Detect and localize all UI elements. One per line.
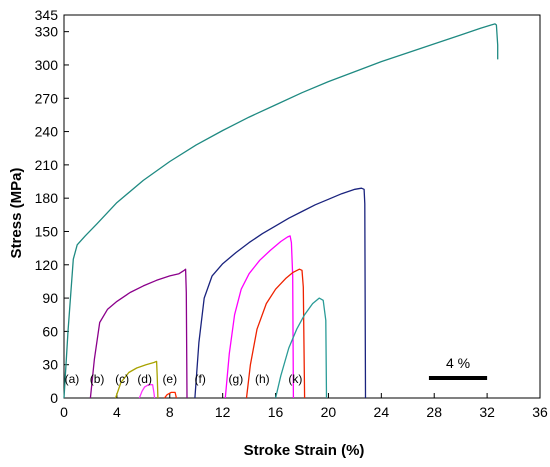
scale-bar-label: 4 % (446, 355, 470, 371)
series-line-d (138, 384, 156, 399)
y-tick-label: 120 (35, 257, 59, 273)
x-axis-title: Stroke Strain (%) (244, 442, 365, 459)
series-line-b (89, 268, 188, 399)
y-tick-label: 300 (35, 57, 59, 73)
y-tick-label: 150 (35, 223, 59, 239)
curve-label-f: (f) (195, 372, 206, 386)
curve-label-d: (d) (137, 372, 152, 386)
y-tick-label: 180 (35, 190, 59, 206)
x-tick-label: 12 (215, 404, 231, 420)
y-tick-label: 210 (35, 157, 59, 173)
y-tick-label: 30 (42, 357, 58, 373)
series-line-h (224, 235, 295, 399)
series-line-j (194, 187, 367, 399)
scale-bar-layer: 4 % (428, 355, 488, 381)
curve-label-h: (h) (255, 372, 270, 386)
x-tick-label: 36 (532, 404, 548, 420)
curve-label-e: (e) (162, 372, 177, 386)
y-tick-label: 60 (42, 323, 58, 339)
x-tick-label: 28 (426, 404, 442, 420)
plot-frame (63, 14, 541, 399)
series-line-k (63, 23, 499, 399)
curve-label-k: (k) (288, 372, 302, 386)
x-tick-label: 8 (166, 404, 174, 420)
curve-labels-layer: (a) (b) (c) (d) (e) (f) (g) (h) (k) (65, 372, 303, 386)
plot-area (63, 14, 541, 399)
curve-label-c: (c) (115, 372, 129, 386)
y-tick-label: 0 (50, 390, 58, 406)
x-tick-label: 32 (479, 404, 495, 420)
x-tick-label: 0 (60, 404, 68, 420)
y-tick-label: 240 (35, 124, 59, 140)
x-tick-label: 20 (321, 404, 337, 420)
x-axis-ticks: 0 4 8 12 16 20 24 28 32 36 (60, 393, 548, 420)
y-tick-label: 345 (35, 7, 59, 23)
y-tick-label: 90 (42, 290, 58, 306)
x-tick-label: 4 (113, 404, 121, 420)
series-layer (63, 23, 499, 399)
x-tick-label: 24 (374, 404, 390, 420)
x-tick-label: 16 (268, 404, 284, 420)
series-line-c (114, 360, 159, 399)
curve-label-b: (b) (90, 372, 105, 386)
curve-label-g: (g) (229, 372, 244, 386)
y-tick-label: 330 (35, 24, 59, 40)
series-line-f (274, 297, 328, 399)
y-axis-title: Stress (MPa) (8, 168, 25, 259)
curve-label-a: (a) (65, 372, 80, 386)
y-tick-label: 270 (35, 90, 59, 106)
series-line-g (245, 268, 306, 399)
series-line-e (163, 391, 178, 399)
